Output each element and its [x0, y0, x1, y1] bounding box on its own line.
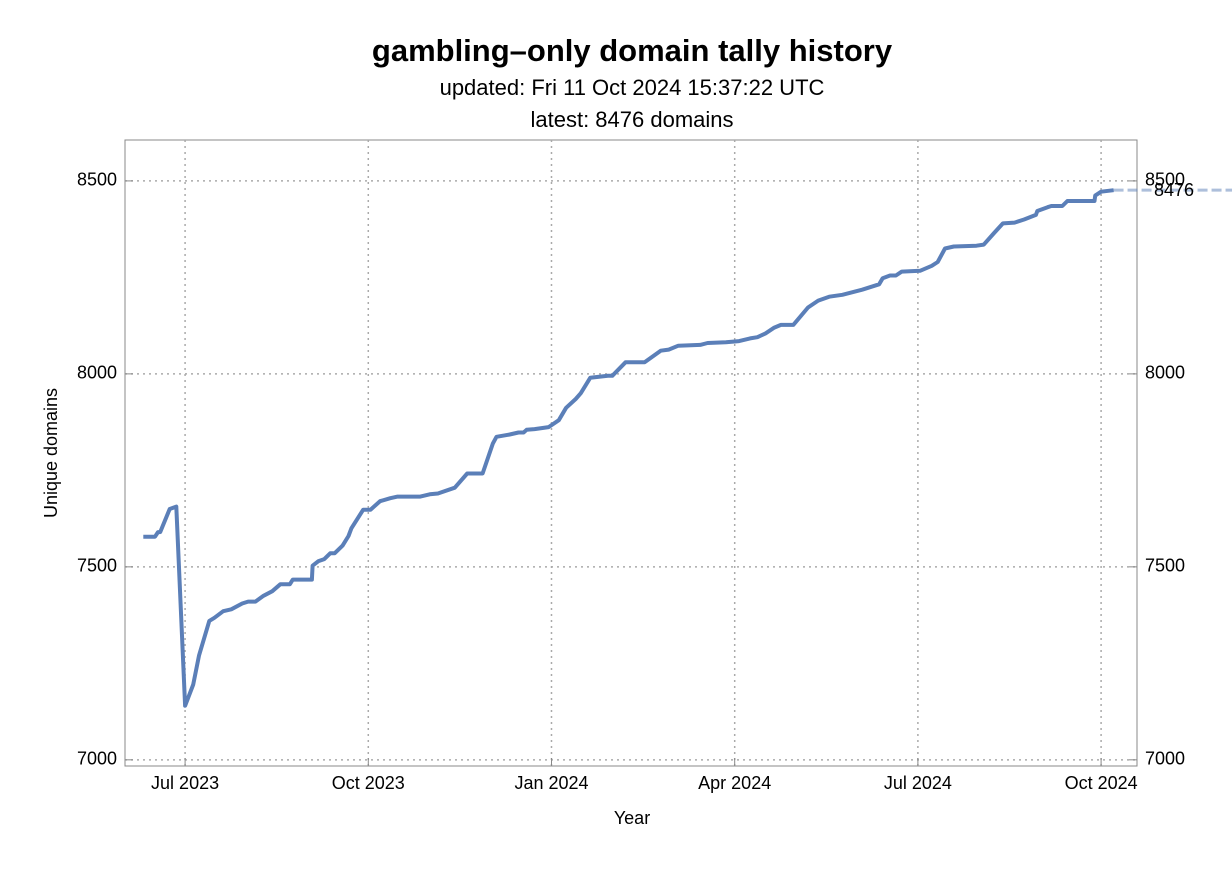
chart-subtitle: latest: 8476 domains [530, 107, 733, 132]
plot-frame [124, 139, 1138, 767]
y-axis-label: Unique domains [41, 388, 61, 518]
y-tick-label: 7000 [77, 749, 117, 769]
x-tick-label: Jul 2023 [151, 773, 219, 793]
chart-title: gambling–only domain tally history [372, 33, 893, 68]
y-tick-label: 8500 [1145, 170, 1185, 190]
y-tick-label: 7500 [77, 556, 117, 576]
x-tick-label: Apr 2024 [698, 773, 771, 793]
y-tick-label: 8500 [77, 170, 117, 190]
y-tick-label: 7500 [1145, 556, 1185, 576]
end-label: 8476 [1154, 180, 1194, 200]
x-tick-label: Oct 2023 [332, 773, 405, 793]
y-tick-label: 8000 [77, 363, 117, 383]
x-tick-label: Jul 2024 [884, 773, 952, 793]
x-axis-label: Year [614, 808, 650, 828]
x-tick-label: Oct 2024 [1065, 773, 1138, 793]
data-line [143, 188, 1114, 708]
y-tick-label: 7000 [1145, 749, 1185, 769]
chart-subtitle: updated: Fri 11 Oct 2024 15:37:22 UTC [440, 75, 825, 100]
y-tick-label: 8000 [1145, 363, 1185, 383]
x-tick-label: Jan 2024 [514, 773, 588, 793]
